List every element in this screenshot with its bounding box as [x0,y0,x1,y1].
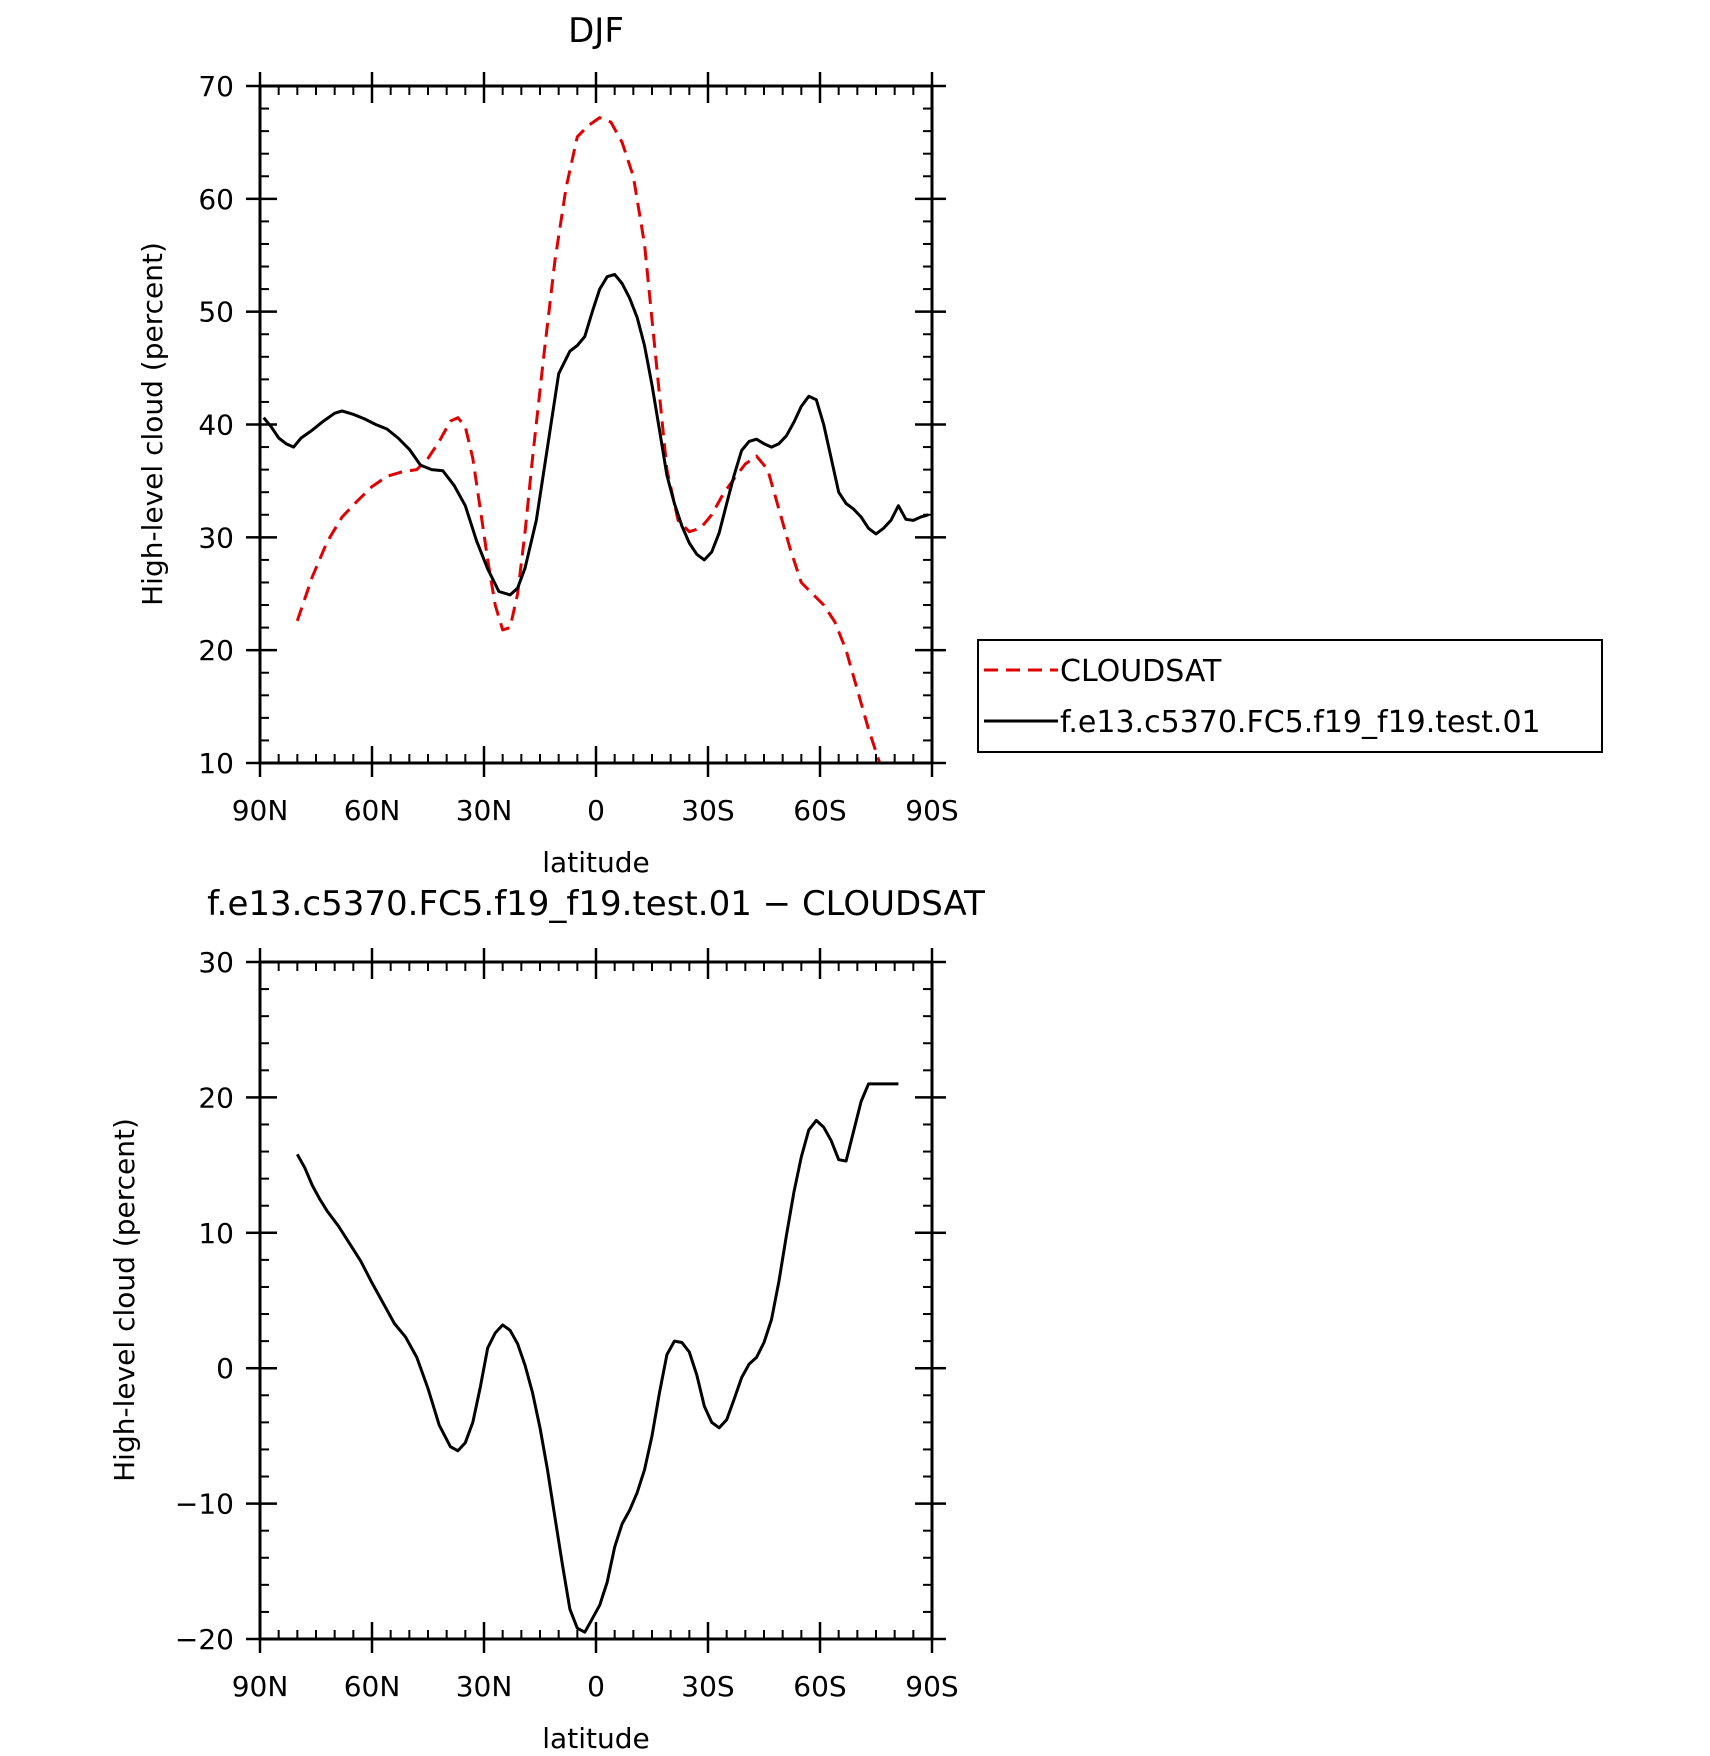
top-chart-model-line [262,272,929,597]
bottom-chart-y-tick-label: −20 [175,1623,234,1656]
top-chart-x-tick-label: 30N [456,794,513,827]
legend-label-model: f.e13.c5370.FC5.f19_f19.test.01 [1060,705,1541,740]
top-chart-ticks: 90N 60N 30N 0 30S 60S 90S 10 20 30 40 50 60 70 [198,70,958,827]
top-chart-x-tick-label: 90S [905,794,958,827]
top-chart-y-tick-label: 70 [198,70,234,103]
bottom-chart-x-tick-label: 90S [905,1670,958,1703]
top-chart-x-tick-label: 90N [232,794,289,827]
bottom-chart-panel: f.e13.c5370.FC5.f19_f19.test.01 − CLOUDS… [108,884,985,1755]
top-chart-y-tick-label: 10 [198,747,234,780]
legend-box [977,639,1603,753]
bottom-chart-x-tick-label: 30N [456,1670,513,1703]
top-chart-title: DJF [568,11,624,51]
top-chart-x-tick-label: 30S [681,794,734,827]
bottom-chart-x-tick-label: 30S [681,1670,734,1703]
top-chart-x-tick-label: 0 [587,794,605,827]
bottom-chart-title: f.e13.c5370.FC5.f19_f19.test.01 − CLOUDS… [207,884,985,924]
top-chart-x-tick-label: 60N [344,794,401,827]
top-chart-y-tick-label: 20 [198,634,234,667]
bottom-chart-y-tick-label: 20 [198,1081,234,1114]
top-chart-y-tick-label: 30 [198,521,234,554]
bottom-chart-y-tick-label: 30 [198,946,234,979]
bottom-chart-x-tick-label: 60S [793,1670,846,1703]
legend: CLOUDSAT f.e13.c5370.FC5.f19_f19.test.01 [977,639,1603,753]
bottom-chart-y-axis-label: High-level cloud (percent) [108,1118,141,1482]
bottom-chart-x-tick-label: 60N [344,1670,401,1703]
bottom-chart-ticks: 90N 60N 30N 0 30S 60S 90S −20 −10 0 10 20 30 [175,946,959,1703]
top-chart-x-tick-label: 60S [793,794,846,827]
bottom-chart-plot-frame [258,960,934,1641]
bottom-chart-y-tick-label: −10 [175,1488,234,1521]
legend-label-cloudsat: CLOUDSAT [1060,654,1222,689]
bottom-chart-x-tick-label: 0 [587,1670,605,1703]
top-chart-y-tick-label: 60 [198,183,234,216]
top-chart-x-axis-label: latitude [542,846,649,879]
bottom-chart-x-axis-label: latitude [542,1722,649,1755]
top-chart-panel: DJF 90N 60N 30N 0 30S 60S 90S 10 20 30 40 50 60 70 la… [136,11,1603,879]
bottom-chart-x-tick-label: 90N [232,1670,289,1703]
top-chart-plot-frame [258,84,934,765]
top-chart-cloudsat-line [295,116,882,763]
bottom-chart-difference-line [295,1082,899,1634]
top-chart-y-tick-label: 40 [198,409,234,442]
bottom-chart-series-layer [295,1082,899,1634]
top-chart-y-axis-label: High-level cloud (percent) [136,242,169,606]
bottom-chart-y-tick-label: 0 [216,1352,234,1385]
top-chart-series-layer [262,116,929,763]
bottom-chart-y-tick-label: 10 [198,1217,234,1250]
top-chart-y-tick-label: 50 [198,296,234,329]
